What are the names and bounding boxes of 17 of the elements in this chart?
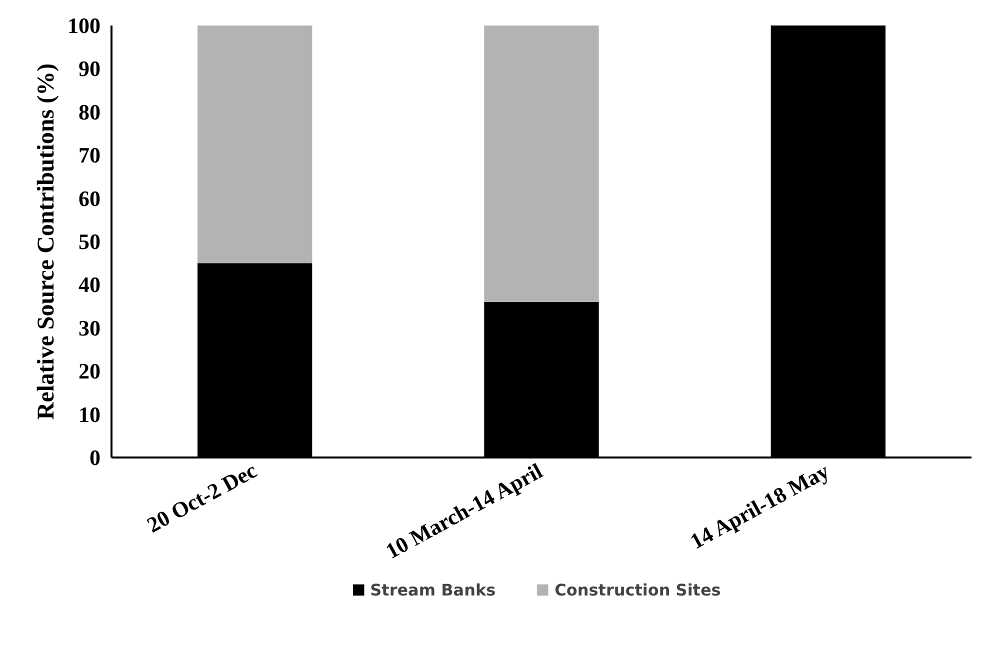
y-tick-label: 70 [78,142,100,168]
legend-label: Construction Sites [554,580,721,599]
y-tick-label: 60 [78,186,100,211]
bar [198,26,312,264]
y-tick-label: 10 [78,402,100,427]
y-tick-label: 100 [68,13,100,38]
y-tick-label: 90 [78,56,100,82]
y-tick-label: 30 [78,315,100,340]
y-tick-label: 80 [78,99,100,124]
y-axis-title: Relative Source Contributions (%) [34,63,60,420]
x-tick-label: 20 Oct-2 Dec [142,457,262,538]
y-tick-label: 50 [78,229,100,254]
y-tick-label: 20 [78,358,100,384]
y-tick-label: 0 [90,445,100,470]
bar [484,26,599,302]
legend-label: Stream Banks [370,580,496,599]
y-tick-label: 40 [78,272,100,298]
